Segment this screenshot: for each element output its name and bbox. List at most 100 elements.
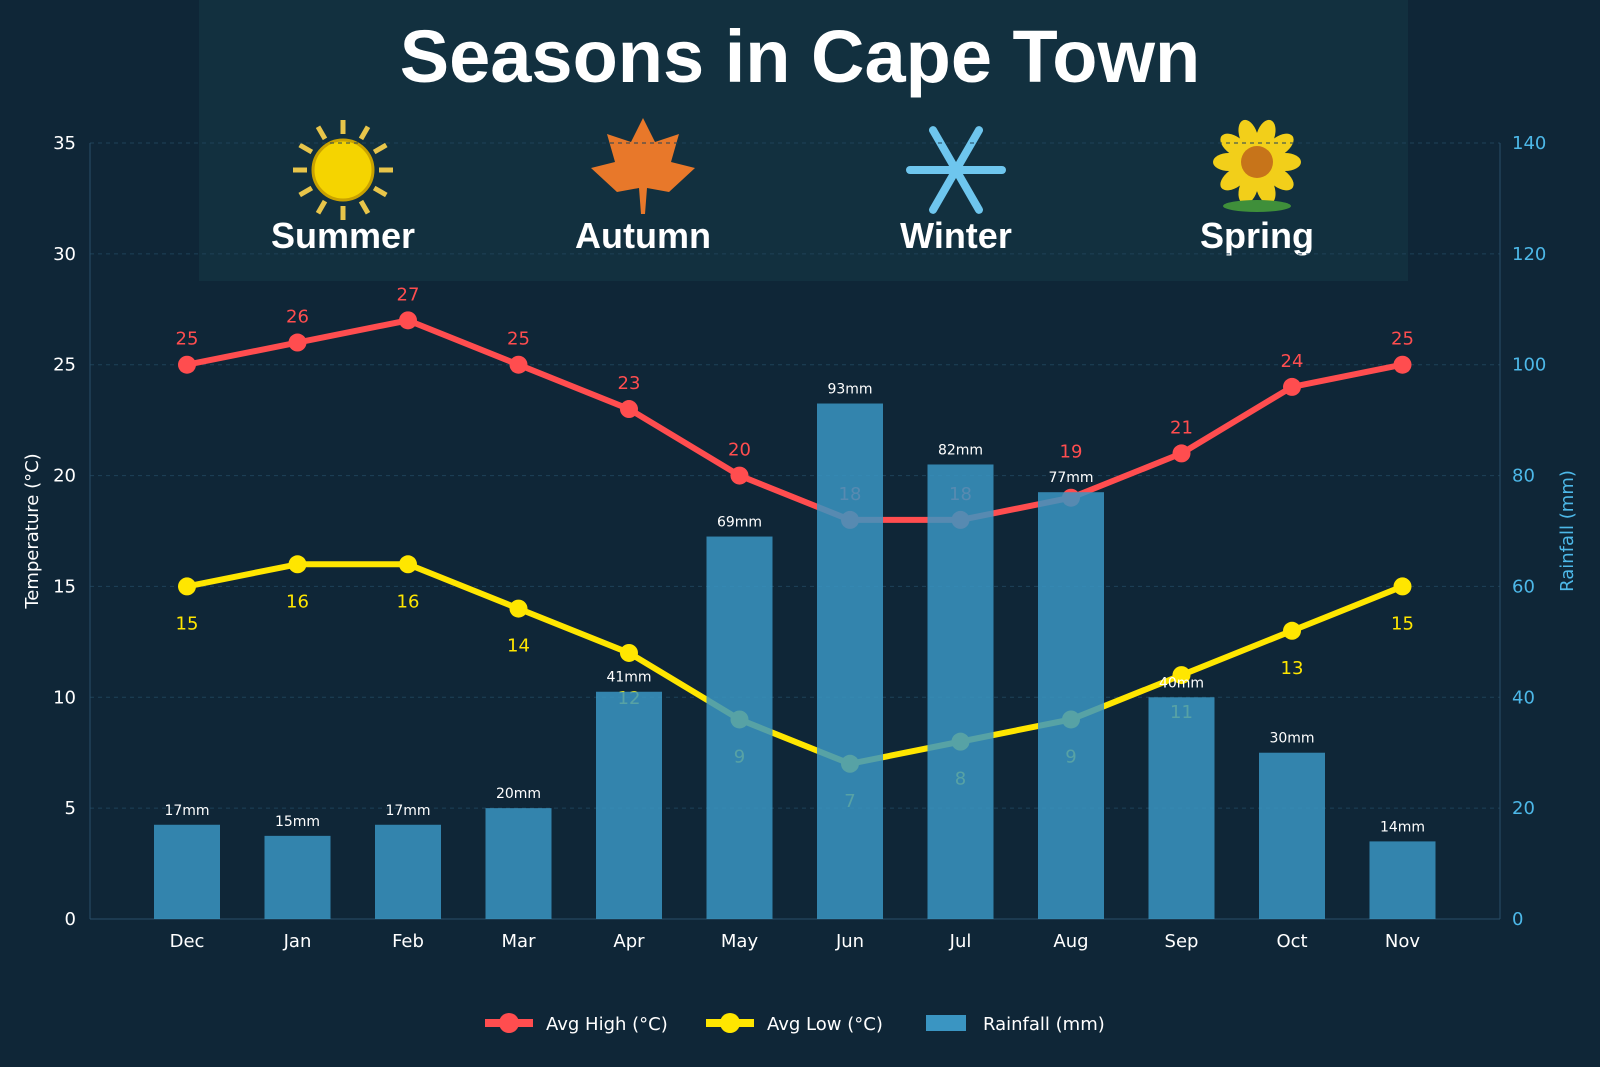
flower-center (1241, 146, 1273, 178)
legend-item: Avg High (°C) (485, 1013, 668, 1035)
legend-item: Avg Low (°C) (706, 1013, 883, 1035)
season-winter: Winter (900, 126, 1012, 256)
data-point (620, 400, 638, 419)
data-label: 13 (1281, 658, 1304, 679)
rain-bar (1369, 841, 1436, 919)
bar-label: 15mm (275, 814, 320, 830)
x-tick-label: Jan (283, 931, 312, 952)
data-point (178, 577, 196, 596)
data-point (1283, 621, 1301, 640)
season-autumn: Autumn (575, 118, 711, 256)
season-summer: Summer (271, 120, 415, 256)
snowflake-icon (906, 126, 1006, 214)
season-label: Spring (1200, 215, 1314, 256)
y-tick-label: 0 (65, 909, 76, 930)
data-point (730, 466, 749, 485)
petal (1255, 173, 1276, 205)
petal (1220, 133, 1249, 158)
y2-tick-label: 120 (1512, 244, 1546, 265)
bar-label: 40mm (1159, 675, 1204, 691)
data-point (288, 333, 307, 352)
bar-label: 77mm (1048, 470, 1093, 486)
bar-label: 41mm (606, 670, 651, 686)
sun-ray (358, 125, 371, 141)
legend-label: Rainfall (mm) (983, 1014, 1105, 1035)
data-point (1283, 377, 1301, 396)
x-tick-label: Jun (835, 931, 864, 952)
rain-bar (1038, 492, 1104, 919)
y-tick-label: 30 (53, 244, 76, 265)
rain-bar (706, 536, 773, 919)
y2-tick-label: 80 (1512, 466, 1535, 487)
rain-bar (264, 835, 331, 919)
y2-tick-label: 60 (1512, 576, 1535, 597)
rain-bar (1148, 697, 1215, 919)
x-tick-label: Nov (1385, 931, 1420, 952)
data-point (1393, 577, 1412, 596)
season-label: Autumn (575, 215, 711, 256)
data-label: 27 (397, 284, 420, 305)
sun-icon (293, 120, 393, 220)
y2-tick-label: 20 (1512, 798, 1535, 819)
y2-tick-label: 100 (1512, 355, 1546, 376)
rain-bar (154, 824, 220, 919)
rain-bar (927, 464, 994, 919)
data-label: 24 (1281, 351, 1304, 372)
data-label: 25 (507, 329, 530, 350)
sun-ray (315, 199, 328, 215)
y-tick-label: 20 (53, 466, 76, 487)
y2-tick-label: 40 (1512, 687, 1535, 708)
data-label: 19 (1060, 442, 1083, 463)
x-tick-label: Mar (502, 931, 537, 952)
series-line (186, 317, 1404, 523)
y-tick-label: 25 (53, 355, 76, 376)
data-point (399, 555, 417, 574)
x-tick-label: Oct (1276, 931, 1307, 952)
x-tick-label: Aug (1053, 931, 1088, 952)
y2-axis-title: Rainfall (mm) (1557, 470, 1578, 592)
sun-ray (358, 199, 371, 215)
data-label: 26 (286, 307, 309, 328)
series-avg-low: 15161614129789111315 (176, 555, 1414, 812)
petal (1220, 166, 1249, 191)
snowflake-arm (952, 126, 983, 174)
petal (1265, 133, 1294, 158)
legend-marker (499, 1013, 519, 1033)
snowflake-arm (929, 166, 960, 214)
snowflake-arm (929, 126, 960, 174)
legend-label: Avg High (°C) (546, 1014, 668, 1035)
legend-label: Avg Low (°C) (767, 1014, 883, 1035)
x-tick-label: May (721, 931, 759, 952)
bar-label: 17mm (385, 803, 430, 819)
sun-ray (372, 185, 388, 198)
data-point (620, 643, 638, 662)
y-axis-title: Temperature (°C) (22, 453, 43, 609)
sun-ray (372, 142, 388, 155)
data-point (399, 311, 417, 330)
chart-title: Seasons in Cape Town (400, 15, 1200, 98)
x-tick-label: Jul (949, 931, 972, 952)
data-label: 25 (1391, 329, 1414, 350)
series-avg-high: 252627252320181819212425 (176, 284, 1414, 529)
y2-tick-label: 140 (1512, 133, 1546, 154)
legend-bar-swatch (926, 1015, 966, 1031)
data-point (1172, 666, 1191, 685)
season-spring: Spring (1200, 119, 1314, 256)
x-tick-label: Feb (392, 931, 424, 952)
rain-bar (485, 808, 552, 919)
data-label: 16 (286, 591, 309, 612)
data-label: 14 (507, 636, 530, 657)
data-label: 20 (728, 440, 751, 461)
x-tick-label: Dec (170, 931, 205, 952)
sun-ray (298, 142, 314, 155)
rain-bar (375, 824, 441, 919)
legend-item: Rainfall (mm) (926, 1014, 1105, 1035)
bar-label: 30mm (1269, 731, 1314, 747)
data-point (1172, 444, 1191, 463)
y2-tick-label: 0 (1512, 909, 1523, 930)
season-label: Summer (271, 215, 415, 256)
data-point (1393, 355, 1412, 374)
data-point (509, 355, 528, 374)
data-label: 21 (1170, 417, 1193, 438)
season-label: Winter (900, 215, 1012, 256)
